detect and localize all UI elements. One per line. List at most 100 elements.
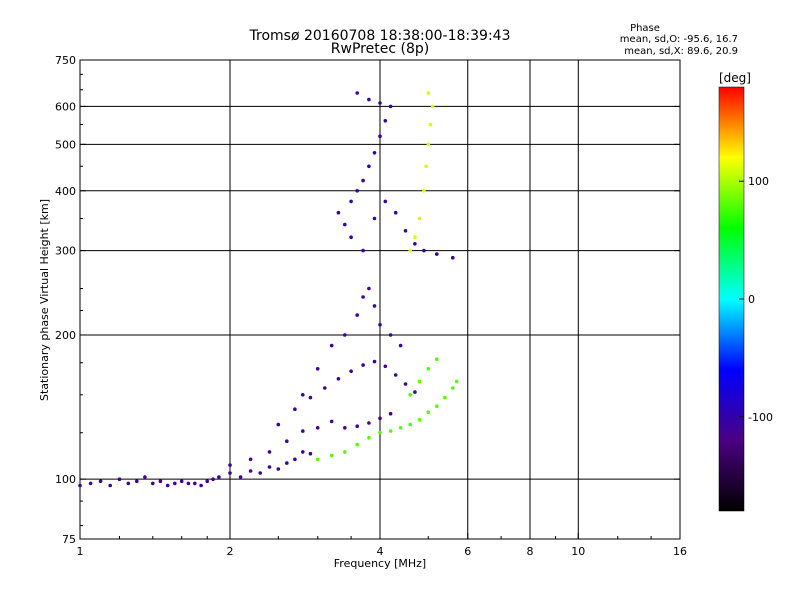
y-tick-label: 200 (55, 329, 76, 342)
x-tick-label: 8 (527, 545, 534, 558)
data-point (173, 481, 177, 486)
data-point (301, 450, 305, 454)
data-point (285, 439, 289, 444)
data-point (228, 463, 232, 467)
data-point (248, 457, 253, 462)
data-point (417, 379, 422, 384)
stats-line-o: mean, sd,O: -95.6, 16.7 (620, 34, 738, 45)
x-tick-label: 6 (464, 545, 471, 558)
x-axis-ticks: 1 2 4 6 8 10 16 (77, 533, 687, 558)
data-point (454, 379, 459, 384)
data-point (78, 483, 82, 488)
data-point (413, 242, 417, 246)
data-point (378, 430, 382, 435)
data-point (403, 382, 408, 386)
y-tick-label: 750 (55, 54, 76, 67)
data-point (422, 189, 426, 193)
data-point (422, 248, 426, 253)
data-point (367, 286, 371, 291)
data-point (248, 469, 253, 473)
data-point (383, 199, 388, 204)
data-point (315, 457, 320, 462)
data-point (329, 419, 334, 424)
data-point (435, 404, 439, 409)
data-point (426, 91, 431, 95)
data-point (426, 142, 431, 147)
data-point (355, 424, 360, 429)
data-point (98, 479, 103, 484)
colorbar-tick-label: -100 (748, 411, 773, 424)
data-point (329, 453, 334, 458)
data-point (158, 479, 163, 484)
colorbar-tick-label: 0 (748, 293, 755, 306)
data-point (193, 481, 197, 486)
colorbar-tick-label: 100 (748, 175, 769, 188)
data-point (151, 481, 155, 486)
data-point (417, 216, 422, 221)
data-point (451, 386, 455, 390)
data-point (398, 343, 403, 348)
data-point (361, 295, 365, 299)
data-point (393, 210, 398, 215)
chart-subtitle: RwPretec (8p) (331, 41, 429, 57)
data-point (367, 97, 371, 102)
data-point (329, 343, 334, 348)
data-point (355, 189, 360, 193)
data-point (361, 178, 365, 183)
data-point (403, 229, 408, 233)
x-tick-label: 10 (571, 545, 585, 558)
data-point (378, 416, 382, 421)
data-point (435, 252, 439, 256)
data-point (285, 461, 289, 465)
data-point (228, 471, 232, 475)
data-point (205, 479, 209, 484)
data-point (378, 101, 382, 105)
y-tick-label: 75 (62, 533, 76, 546)
data-point (424, 164, 428, 169)
data-point (267, 465, 272, 469)
data-point (372, 216, 377, 221)
x-tick-label: 1 (77, 545, 84, 558)
x-tick-label: 2 (227, 545, 234, 558)
data-point (361, 248, 365, 253)
data-point (361, 363, 365, 367)
stats-title: Phase (630, 23, 660, 34)
data-point (126, 481, 131, 486)
data-point (367, 421, 371, 425)
x-axis-label: Frequency [MHz] (334, 557, 426, 570)
data-point (301, 429, 305, 433)
data-point (343, 426, 347, 430)
plot-area: 1 2 4 6 8 10 16 75 100 200 300 400 500 600 750 (55, 54, 687, 558)
data-point (378, 323, 382, 327)
data-point (336, 210, 341, 215)
data-point (367, 164, 371, 169)
data-point (315, 426, 320, 430)
colorbar-ticks: 100 0 -100 (739, 175, 773, 424)
data-point (372, 151, 377, 155)
data-point (349, 235, 353, 239)
data-point (383, 364, 388, 369)
data-point (413, 235, 417, 239)
y-axis-label: Stationary phase Virtual Height [km] (38, 199, 51, 401)
data-point (451, 255, 455, 260)
data-point (117, 477, 122, 482)
data-point (430, 104, 435, 109)
data-point (349, 369, 353, 374)
data-point (135, 479, 139, 484)
data-point (408, 248, 413, 253)
data-point (301, 393, 305, 397)
y-tick-label: 300 (55, 245, 76, 258)
data-point (426, 410, 431, 415)
data-point (355, 91, 360, 95)
data-point (315, 367, 320, 371)
colorbar-label: [deg] (719, 71, 751, 85)
data-point (349, 199, 353, 204)
data-point (258, 471, 263, 475)
data-point (293, 407, 297, 412)
data-point (267, 450, 272, 454)
data-point (372, 304, 377, 308)
data-point (88, 481, 93, 486)
y-axis-ticks: 75 100 200 300 400 500 600 750 (55, 54, 680, 546)
